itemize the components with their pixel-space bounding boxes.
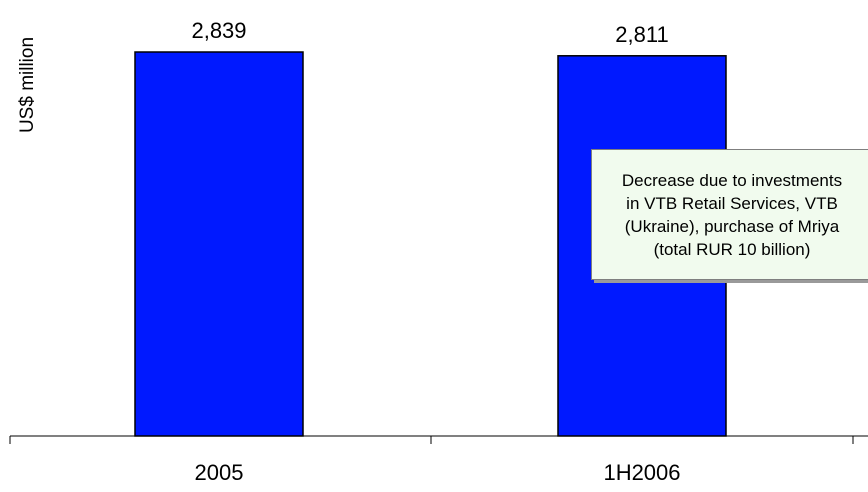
category-label-2005: 2005 bbox=[195, 460, 244, 485]
annotation-callout: Decrease due to investments in VTB Retai… bbox=[591, 149, 868, 280]
value-label-1h2006: 2,811 bbox=[615, 22, 668, 47]
labels-group: 2,839 2005 2,811 1H2006 bbox=[191, 18, 680, 485]
value-label-2005: 2,839 bbox=[191, 18, 246, 43]
bars-group bbox=[134, 51, 727, 437]
y-axis-label: US$ million bbox=[8, 20, 48, 150]
annotation-text: Decrease due to investments in VTB Retai… bbox=[621, 170, 843, 259]
y-axis-label-text: US$ million bbox=[17, 36, 38, 134]
category-label-1h2006: 1H2006 bbox=[603, 460, 680, 485]
bar-2005 bbox=[134, 51, 304, 437]
